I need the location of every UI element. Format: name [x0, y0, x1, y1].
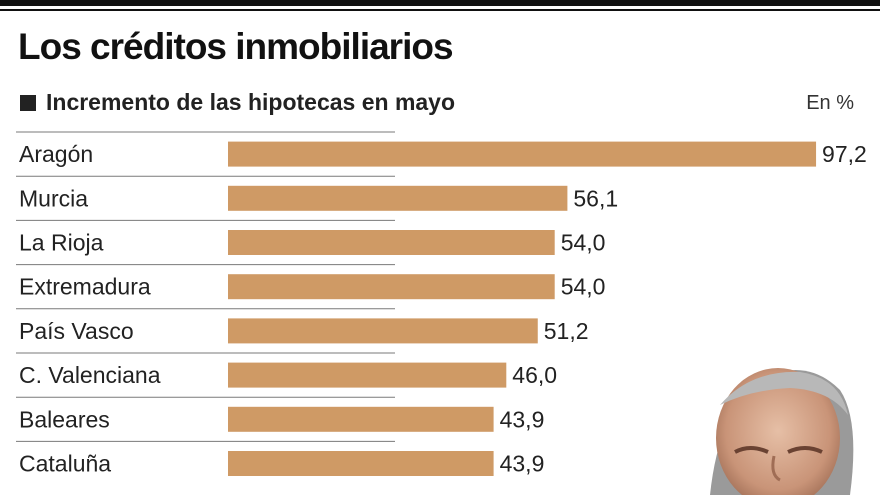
top-rule — [0, 0, 880, 14]
subtitle-square-icon — [20, 94, 36, 111]
top-rule-thin — [0, 9, 880, 11]
bar — [228, 230, 555, 255]
category-label: Murcia — [19, 185, 88, 211]
value-label: 54,0 — [561, 230, 606, 256]
chart-title: Los créditos inmobiliarios — [18, 26, 454, 67]
bar — [228, 318, 538, 344]
chart-subtitle: Incremento de las hipotecas en mayo — [20, 89, 455, 116]
category-label: La Rioja — [19, 230, 104, 256]
bar — [228, 406, 494, 432]
bar — [228, 274, 555, 300]
portrait-photo — [710, 368, 854, 495]
category-label: Extremadura — [19, 274, 151, 300]
bar — [228, 185, 568, 211]
unit-label: En % — [806, 92, 854, 114]
value-label: 46,0 — [512, 362, 557, 388]
category-label: C. Valenciana — [19, 362, 161, 388]
bar — [228, 451, 494, 476]
bar — [228, 141, 817, 167]
category-label: País Vasco — [19, 318, 134, 344]
bar — [228, 362, 507, 388]
value-label: 51,2 — [544, 318, 589, 344]
value-label: 56,1 — [573, 185, 618, 211]
value-label: 54,0 — [561, 274, 606, 300]
value-label: 97,2 — [822, 141, 867, 167]
category-label: Aragón — [19, 141, 93, 167]
chart-subtitle-text: Incremento de las hipotecas en mayo — [46, 89, 456, 115]
top-rule-thick — [0, 0, 880, 6]
value-label: 43,9 — [500, 406, 545, 432]
bars-layer: Aragón 97,2 Murcia 56,1 La Rioja 54,0 Extremad… — [16, 131, 867, 477]
value-label: 43,9 — [500, 451, 545, 477]
category-label: Cataluña — [19, 451, 111, 477]
category-label: Baleares — [19, 406, 110, 432]
